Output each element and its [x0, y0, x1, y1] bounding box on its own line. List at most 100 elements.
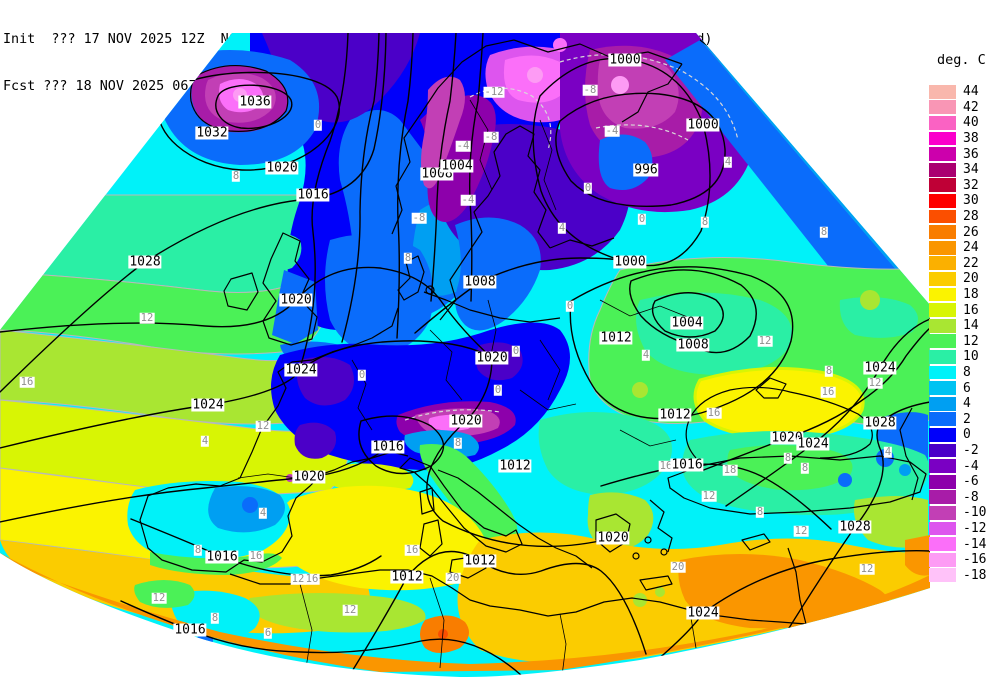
temperature-label: 16	[404, 543, 420, 556]
temperature-label: 8	[403, 251, 413, 264]
temperature-label: 8	[783, 451, 793, 464]
legend-value: 18	[963, 287, 979, 303]
temperature-label: 16	[658, 459, 674, 472]
pressure-label: 1012	[463, 553, 497, 569]
legend-row: -2	[929, 443, 986, 459]
legend-row: 16	[929, 302, 986, 318]
legend-row: -18	[929, 567, 986, 583]
pressure-label: 1024	[863, 360, 897, 376]
legend-swatch	[929, 194, 956, 208]
temperature-label: -4	[460, 193, 476, 206]
temperature-label: 12	[139, 311, 155, 324]
legend-row: 20	[929, 271, 986, 287]
legend-row: -16	[929, 552, 986, 568]
legend-row: 8	[929, 365, 986, 381]
legend-row: 24	[929, 240, 986, 256]
legend-row: 44	[929, 84, 986, 100]
pressure-label: 1020	[449, 413, 483, 429]
temperature-label: 16	[706, 406, 722, 419]
legend-swatch	[929, 256, 956, 271]
pressure-label: 1008	[463, 274, 497, 290]
legend-swatch	[929, 100, 956, 115]
legend-row: 34	[929, 162, 986, 178]
legend-value: 8	[963, 364, 971, 380]
temperature-label: 0	[583, 181, 593, 194]
legend-value: 16	[963, 302, 979, 318]
temperature-label: 12	[342, 603, 358, 616]
legend-value: 6	[963, 380, 971, 396]
legend-swatch	[929, 427, 956, 442]
legend-row: 32	[929, 178, 986, 194]
legend-row: -10	[929, 505, 986, 521]
pressure-label: 1004	[440, 158, 474, 174]
legend-swatch	[929, 178, 956, 193]
legend-value: 26	[963, 224, 979, 240]
legend-row: 12	[929, 334, 986, 350]
legend-value: 4	[963, 396, 971, 412]
legend-value: 0	[963, 427, 971, 443]
pressure-label: 1016	[173, 622, 207, 638]
temperature-label: 12	[255, 419, 271, 432]
legend-value: 12	[963, 333, 979, 349]
legend-swatch	[929, 412, 956, 427]
pressure-label: 1012	[599, 330, 633, 346]
legend-value: 38	[963, 131, 979, 147]
legend-swatch	[929, 349, 956, 364]
legend-row: 10	[929, 349, 986, 365]
legend-row: 38	[929, 131, 986, 147]
temperature-label: 16	[248, 549, 264, 562]
pressure-label: 1004	[670, 315, 704, 331]
legend-value: -8	[963, 489, 979, 505]
temperature-label: 12	[757, 334, 773, 347]
legend-swatch	[929, 474, 956, 489]
legend-swatch	[929, 365, 956, 380]
legend-value: 36	[963, 146, 979, 162]
pressure-label: 1016	[296, 187, 330, 203]
legend-value: -14	[963, 536, 987, 552]
temperature-label: 4	[723, 155, 733, 168]
pressure-label: 1000	[613, 254, 647, 270]
temperature-label: 4	[641, 348, 651, 361]
legend-swatch	[929, 272, 956, 286]
pressure-label: 1028	[128, 254, 162, 270]
legend-swatch	[929, 334, 956, 349]
pressure-label: 1028	[863, 415, 897, 431]
temperature-label: 4	[200, 434, 210, 447]
legend-swatch	[929, 459, 956, 473]
legend-swatch	[929, 381, 956, 395]
legend-row: 22	[929, 256, 986, 272]
temperature-label: 4	[557, 221, 567, 234]
legend-row: 28	[929, 209, 986, 225]
legend-row: 0	[929, 427, 986, 443]
temperature-label: 0	[511, 344, 521, 357]
temperature-label: -8	[411, 211, 427, 224]
legend-value: -2	[963, 442, 979, 458]
legend-value: 10	[963, 349, 979, 365]
pressure-label: 1016	[371, 439, 405, 455]
legend-swatch	[929, 131, 956, 146]
temperature-label: 8	[700, 215, 710, 228]
legend-row: -14	[929, 536, 986, 552]
temperature-label: 12	[701, 489, 717, 502]
temperature-label: 16	[820, 385, 836, 398]
legend-swatch	[929, 162, 956, 177]
pressure-label: 1020	[475, 350, 509, 366]
legend-value: -6	[963, 474, 979, 490]
pressure-label: 1008	[676, 337, 710, 353]
legend-swatch	[929, 521, 956, 536]
legend-swatch	[929, 568, 956, 583]
legend-row: 26	[929, 224, 986, 240]
legend-swatch	[929, 84, 956, 99]
temperature-label: 12	[793, 524, 809, 537]
temperature-label: -4	[604, 124, 620, 137]
temperature-label: 8	[755, 505, 765, 518]
temperature-label: 20	[670, 560, 686, 573]
temperature-label: -8	[582, 83, 598, 96]
temperature-label: 4	[883, 445, 893, 458]
temperature-label: 12	[867, 376, 883, 389]
legend-row: -4	[929, 458, 986, 474]
legend-value: 20	[963, 271, 979, 287]
legend-value: 28	[963, 209, 979, 225]
